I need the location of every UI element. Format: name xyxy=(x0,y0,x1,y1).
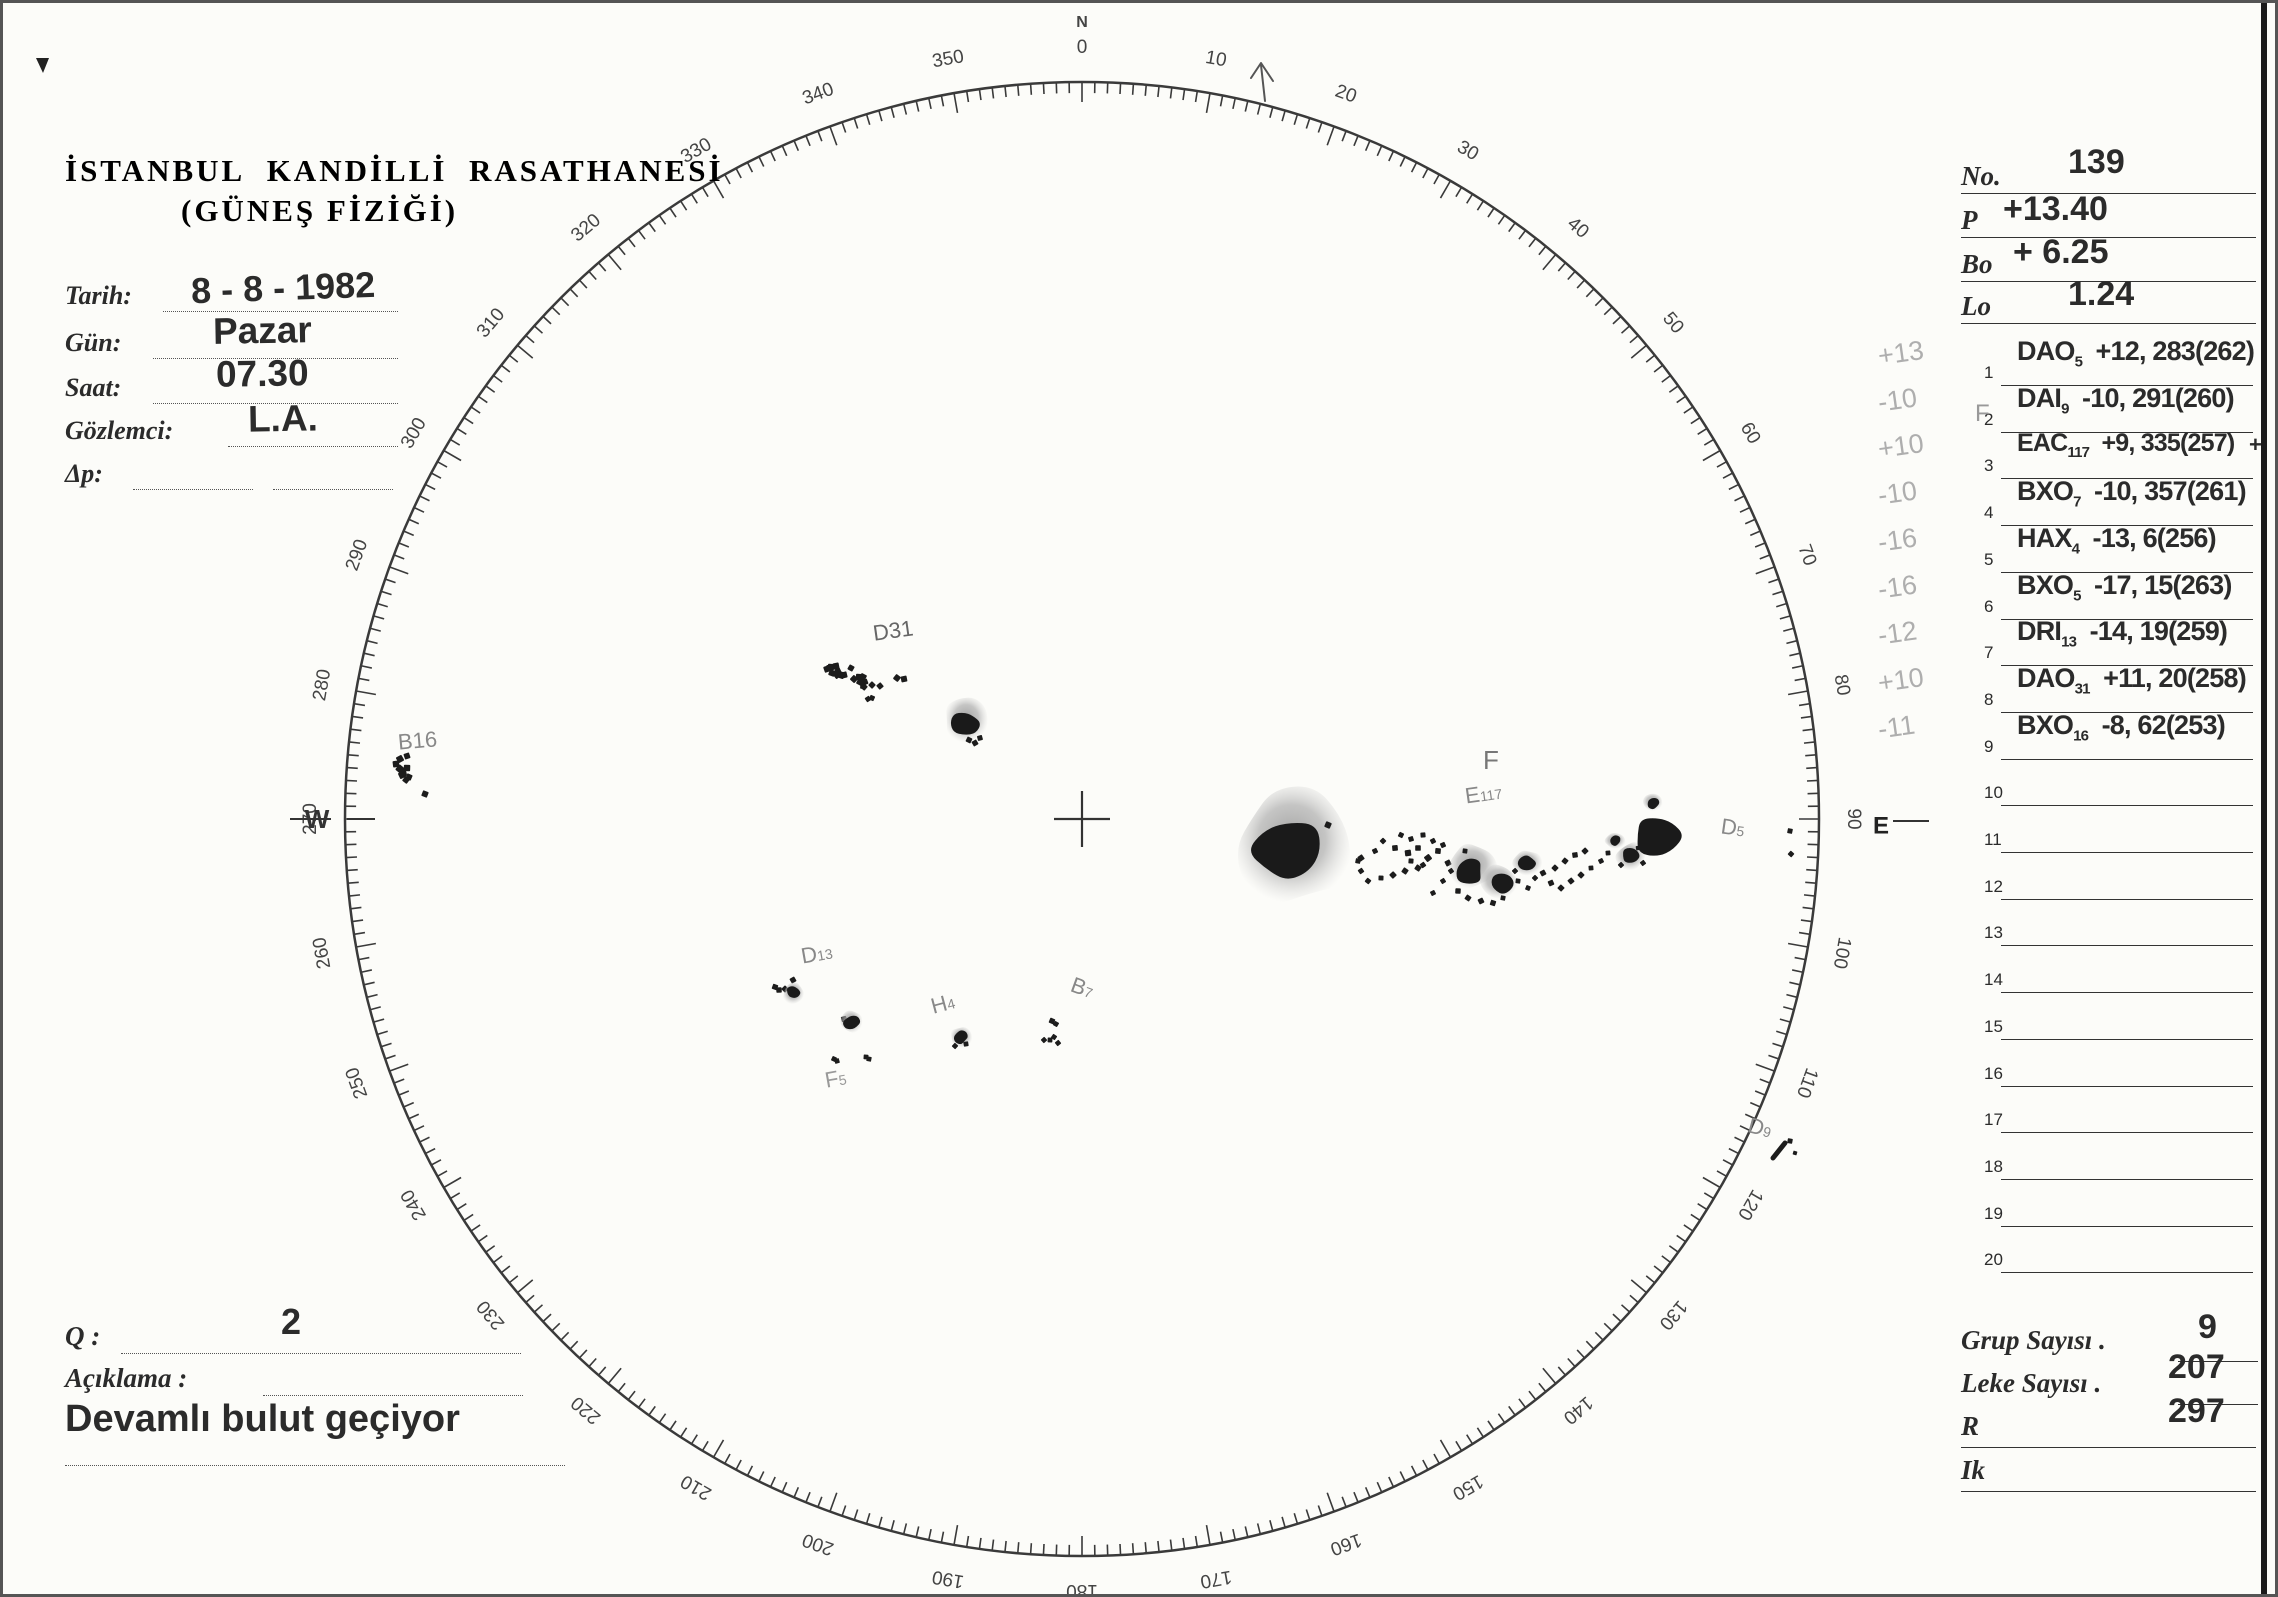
svg-text:100: 100 xyxy=(1829,936,1855,971)
svg-text:W: W xyxy=(305,804,330,834)
svg-text:200: 200 xyxy=(800,1529,837,1560)
svg-text:80: 80 xyxy=(1830,673,1854,697)
svg-text:130: 130 xyxy=(1655,1296,1691,1334)
svg-text:70: 70 xyxy=(1793,542,1820,569)
svg-text:60: 60 xyxy=(1736,419,1765,448)
svg-text:160: 160 xyxy=(1327,1529,1364,1560)
svg-text:320: 320 xyxy=(567,210,605,246)
svg-text:N: N xyxy=(1076,14,1088,31)
svg-text:300: 300 xyxy=(397,414,431,452)
svg-text:E: E xyxy=(1873,812,1889,839)
svg-text:250: 250 xyxy=(342,1064,373,1101)
svg-text:10: 10 xyxy=(1204,47,1228,71)
svg-text:170: 170 xyxy=(1199,1566,1234,1592)
svg-text:240: 240 xyxy=(397,1186,431,1224)
svg-text:40: 40 xyxy=(1563,213,1593,243)
svg-text:180: 180 xyxy=(1066,1580,1098,1597)
svg-text:150: 150 xyxy=(1449,1470,1487,1504)
svg-text:340: 340 xyxy=(800,79,837,110)
svg-text:30: 30 xyxy=(1453,136,1482,165)
svg-text:120: 120 xyxy=(1733,1186,1767,1224)
svg-text:210: 210 xyxy=(677,1470,715,1504)
svg-text:20: 20 xyxy=(1332,81,1359,108)
svg-text:190: 190 xyxy=(931,1566,966,1592)
svg-text:290: 290 xyxy=(342,537,373,574)
svg-text:110: 110 xyxy=(1792,1065,1822,1101)
svg-text:50: 50 xyxy=(1658,308,1688,338)
svg-text:90: 90 xyxy=(1843,808,1864,829)
svg-text:0: 0 xyxy=(1077,37,1088,58)
svg-text:260: 260 xyxy=(309,936,335,971)
svg-text:220: 220 xyxy=(567,1392,605,1428)
svg-text:280: 280 xyxy=(309,668,335,703)
svg-text:140: 140 xyxy=(1559,1392,1597,1428)
svg-text:230: 230 xyxy=(473,1296,509,1334)
svg-text:350: 350 xyxy=(931,46,966,72)
svg-text:310: 310 xyxy=(473,304,509,342)
